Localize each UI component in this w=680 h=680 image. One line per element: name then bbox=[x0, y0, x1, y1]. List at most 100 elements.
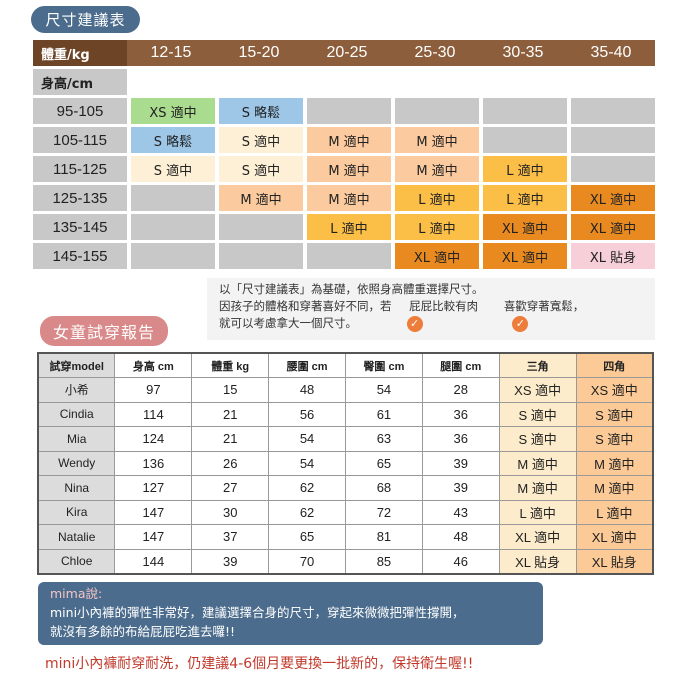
hygiene-note: mini小內褲耐穿耐洗，仍建議4-6個月要更換一批新的，保持衛生喔!! bbox=[45, 656, 474, 672]
size-cell bbox=[131, 185, 215, 211]
report-cell: 63 bbox=[345, 426, 423, 452]
weight-range: 35-40 bbox=[590, 44, 632, 61]
report-cell: 62 bbox=[268, 499, 346, 525]
report-cell: S 適中 bbox=[498, 426, 577, 452]
column-header: 身高 cm bbox=[114, 352, 193, 378]
note-text: 就可以考慮拿大一個尺寸。 bbox=[219, 316, 357, 330]
size-row: 95-105 XS 適中 S 略鬆 bbox=[33, 98, 655, 124]
report-row: Cindia 114 21 56 61 36 S 適中 S 適中 bbox=[37, 401, 654, 427]
report-cell: XL 貼身 bbox=[575, 548, 654, 574]
height-label: 身高/cm bbox=[33, 69, 127, 95]
size-cell: M 適中 bbox=[395, 127, 479, 153]
size-cell bbox=[131, 243, 215, 269]
size-cell: L 適中 bbox=[395, 214, 479, 240]
report-cell: 147 bbox=[114, 499, 193, 525]
report-row: 小希 97 15 48 54 28 XS 適中 XS 適中 bbox=[37, 377, 654, 403]
report-cell: M 適中 bbox=[575, 475, 654, 501]
mima-label: mima說: bbox=[50, 586, 103, 601]
report-cell: S 適中 bbox=[498, 401, 577, 427]
report-cell: XL 貼身 bbox=[498, 548, 577, 574]
size-row: 125-135 M 適中 M 適中 L 適中 L 適中 XL 適中 bbox=[33, 185, 655, 211]
column-header: 試穿model bbox=[37, 352, 116, 378]
size-chart-title: 尺寸建議表 bbox=[31, 6, 140, 33]
weight-range: 30-35 bbox=[502, 44, 544, 61]
size-chart: 體重/kg 12-15 15-20 20-25 25-30 30-35 35-40 身高/… bbox=[33, 40, 655, 269]
report-cell: XL 適中 bbox=[575, 524, 654, 550]
size-cell: XL 適中 bbox=[395, 243, 479, 269]
report-cell: 37 bbox=[191, 524, 270, 550]
size-cell: L 適中 bbox=[483, 156, 567, 182]
report-cell: 62 bbox=[268, 475, 346, 501]
report-cell: XS 適中 bbox=[575, 377, 654, 403]
report-header-row: 試穿model 身高 cm 體重 kg 腰圍 cm 臀圍 cm 腿圍 cm 三角 四角 bbox=[37, 352, 654, 378]
mima-says-box: mima說: mini小內褲的彈性非常好，建議選擇合身的尺寸，穿起來微微把彈性撐… bbox=[38, 582, 543, 645]
report-cell: 61 bbox=[345, 401, 423, 427]
size-cell: XS 適中 bbox=[131, 98, 215, 124]
size-cell: L 適中 bbox=[483, 185, 567, 211]
report-cell: 43 bbox=[421, 499, 500, 525]
report-cell: 39 bbox=[421, 475, 500, 501]
report-cell: XL 適中 bbox=[498, 524, 577, 550]
size-cell: XL 適中 bbox=[571, 185, 655, 211]
report-cell: 48 bbox=[268, 377, 346, 403]
report-cell: Cindia bbox=[37, 401, 116, 427]
weight-range: 25-30 bbox=[414, 44, 456, 61]
column-header: 四角 bbox=[575, 352, 654, 378]
report-row: Wendy 136 26 54 65 39 M 適中 M 適中 bbox=[37, 450, 654, 476]
report-cell: 70 bbox=[268, 548, 346, 574]
weight-range: 12-15 bbox=[150, 44, 192, 61]
report-cell: 65 bbox=[268, 524, 346, 550]
report-cell: XS 適中 bbox=[498, 377, 577, 403]
report-row: Chloe 144 39 70 85 46 XL 貼身 XL 貼身 bbox=[37, 548, 654, 574]
size-cell bbox=[571, 98, 655, 124]
weight-range: 20-25 bbox=[326, 44, 368, 61]
note-text: 因孩子的體格和穿著喜好不同，若 bbox=[219, 299, 392, 313]
size-row: 145-155 XL 適中 XL 適中 XL 貼身 bbox=[33, 243, 655, 269]
report-cell: 21 bbox=[191, 426, 270, 452]
mima-text: mini小內褲的彈性非常好，建議選擇合身的尺寸，穿起來微微把彈性撐開， bbox=[50, 605, 465, 620]
report-cell: 15 bbox=[191, 377, 270, 403]
report-cell: L 適中 bbox=[575, 499, 654, 525]
size-cell: S 適中 bbox=[219, 127, 303, 153]
size-cell: L 適中 bbox=[395, 185, 479, 211]
height-range: 135-145 bbox=[33, 214, 127, 240]
height-range: 95-105 bbox=[33, 98, 127, 124]
size-cell: S 略鬆 bbox=[131, 127, 215, 153]
report-cell: 127 bbox=[114, 475, 193, 501]
report-cell: Wendy bbox=[37, 450, 116, 476]
mima-text: 就沒有多餘的布給屁屁吃進去囉!! bbox=[50, 624, 236, 639]
report-cell: 136 bbox=[114, 450, 193, 476]
report-cell: 114 bbox=[114, 401, 193, 427]
report-cell: 144 bbox=[114, 548, 193, 574]
report-cell: 54 bbox=[268, 450, 346, 476]
report-cell: 26 bbox=[191, 450, 270, 476]
report-cell: Nina bbox=[37, 475, 116, 501]
report-cell: 85 bbox=[345, 548, 423, 574]
report-cell: L 適中 bbox=[498, 499, 577, 525]
report-cell: S 適中 bbox=[575, 401, 654, 427]
height-range: 115-125 bbox=[33, 156, 127, 182]
report-cell: 28 bbox=[421, 377, 500, 403]
size-cell: XL 貼身 bbox=[571, 243, 655, 269]
note-line: 就可以考慮拿大一個尺寸。 ✓ ✓ bbox=[219, 315, 643, 332]
weight-label: 體重/kg bbox=[33, 40, 127, 66]
size-cell: L 適中 bbox=[307, 214, 391, 240]
height-range: 105-115 bbox=[33, 127, 127, 153]
report-cell: Mia bbox=[37, 426, 116, 452]
report-cell: 46 bbox=[421, 548, 500, 574]
column-header: 腰圍 cm bbox=[268, 352, 346, 378]
note-line: 因孩子的體格和穿著喜好不同，若 屁屁比較有肉 喜歡穿著寬鬆， bbox=[219, 298, 643, 315]
size-cell: XL 適中 bbox=[483, 214, 567, 240]
column-header: 三角 bbox=[498, 352, 577, 378]
height-range: 145-155 bbox=[33, 243, 127, 269]
report-cell: 72 bbox=[345, 499, 423, 525]
check-icon: ✓ bbox=[512, 315, 529, 332]
column-header: 腿圍 cm bbox=[421, 352, 500, 378]
weight-range: 15-20 bbox=[238, 44, 280, 61]
size-cell: S 適中 bbox=[219, 156, 303, 182]
column-header: 臀圍 cm bbox=[345, 352, 423, 378]
size-cell: M 適中 bbox=[307, 185, 391, 211]
report-cell: 147 bbox=[114, 524, 193, 550]
size-cell bbox=[131, 214, 215, 240]
report-cell: 39 bbox=[421, 450, 500, 476]
